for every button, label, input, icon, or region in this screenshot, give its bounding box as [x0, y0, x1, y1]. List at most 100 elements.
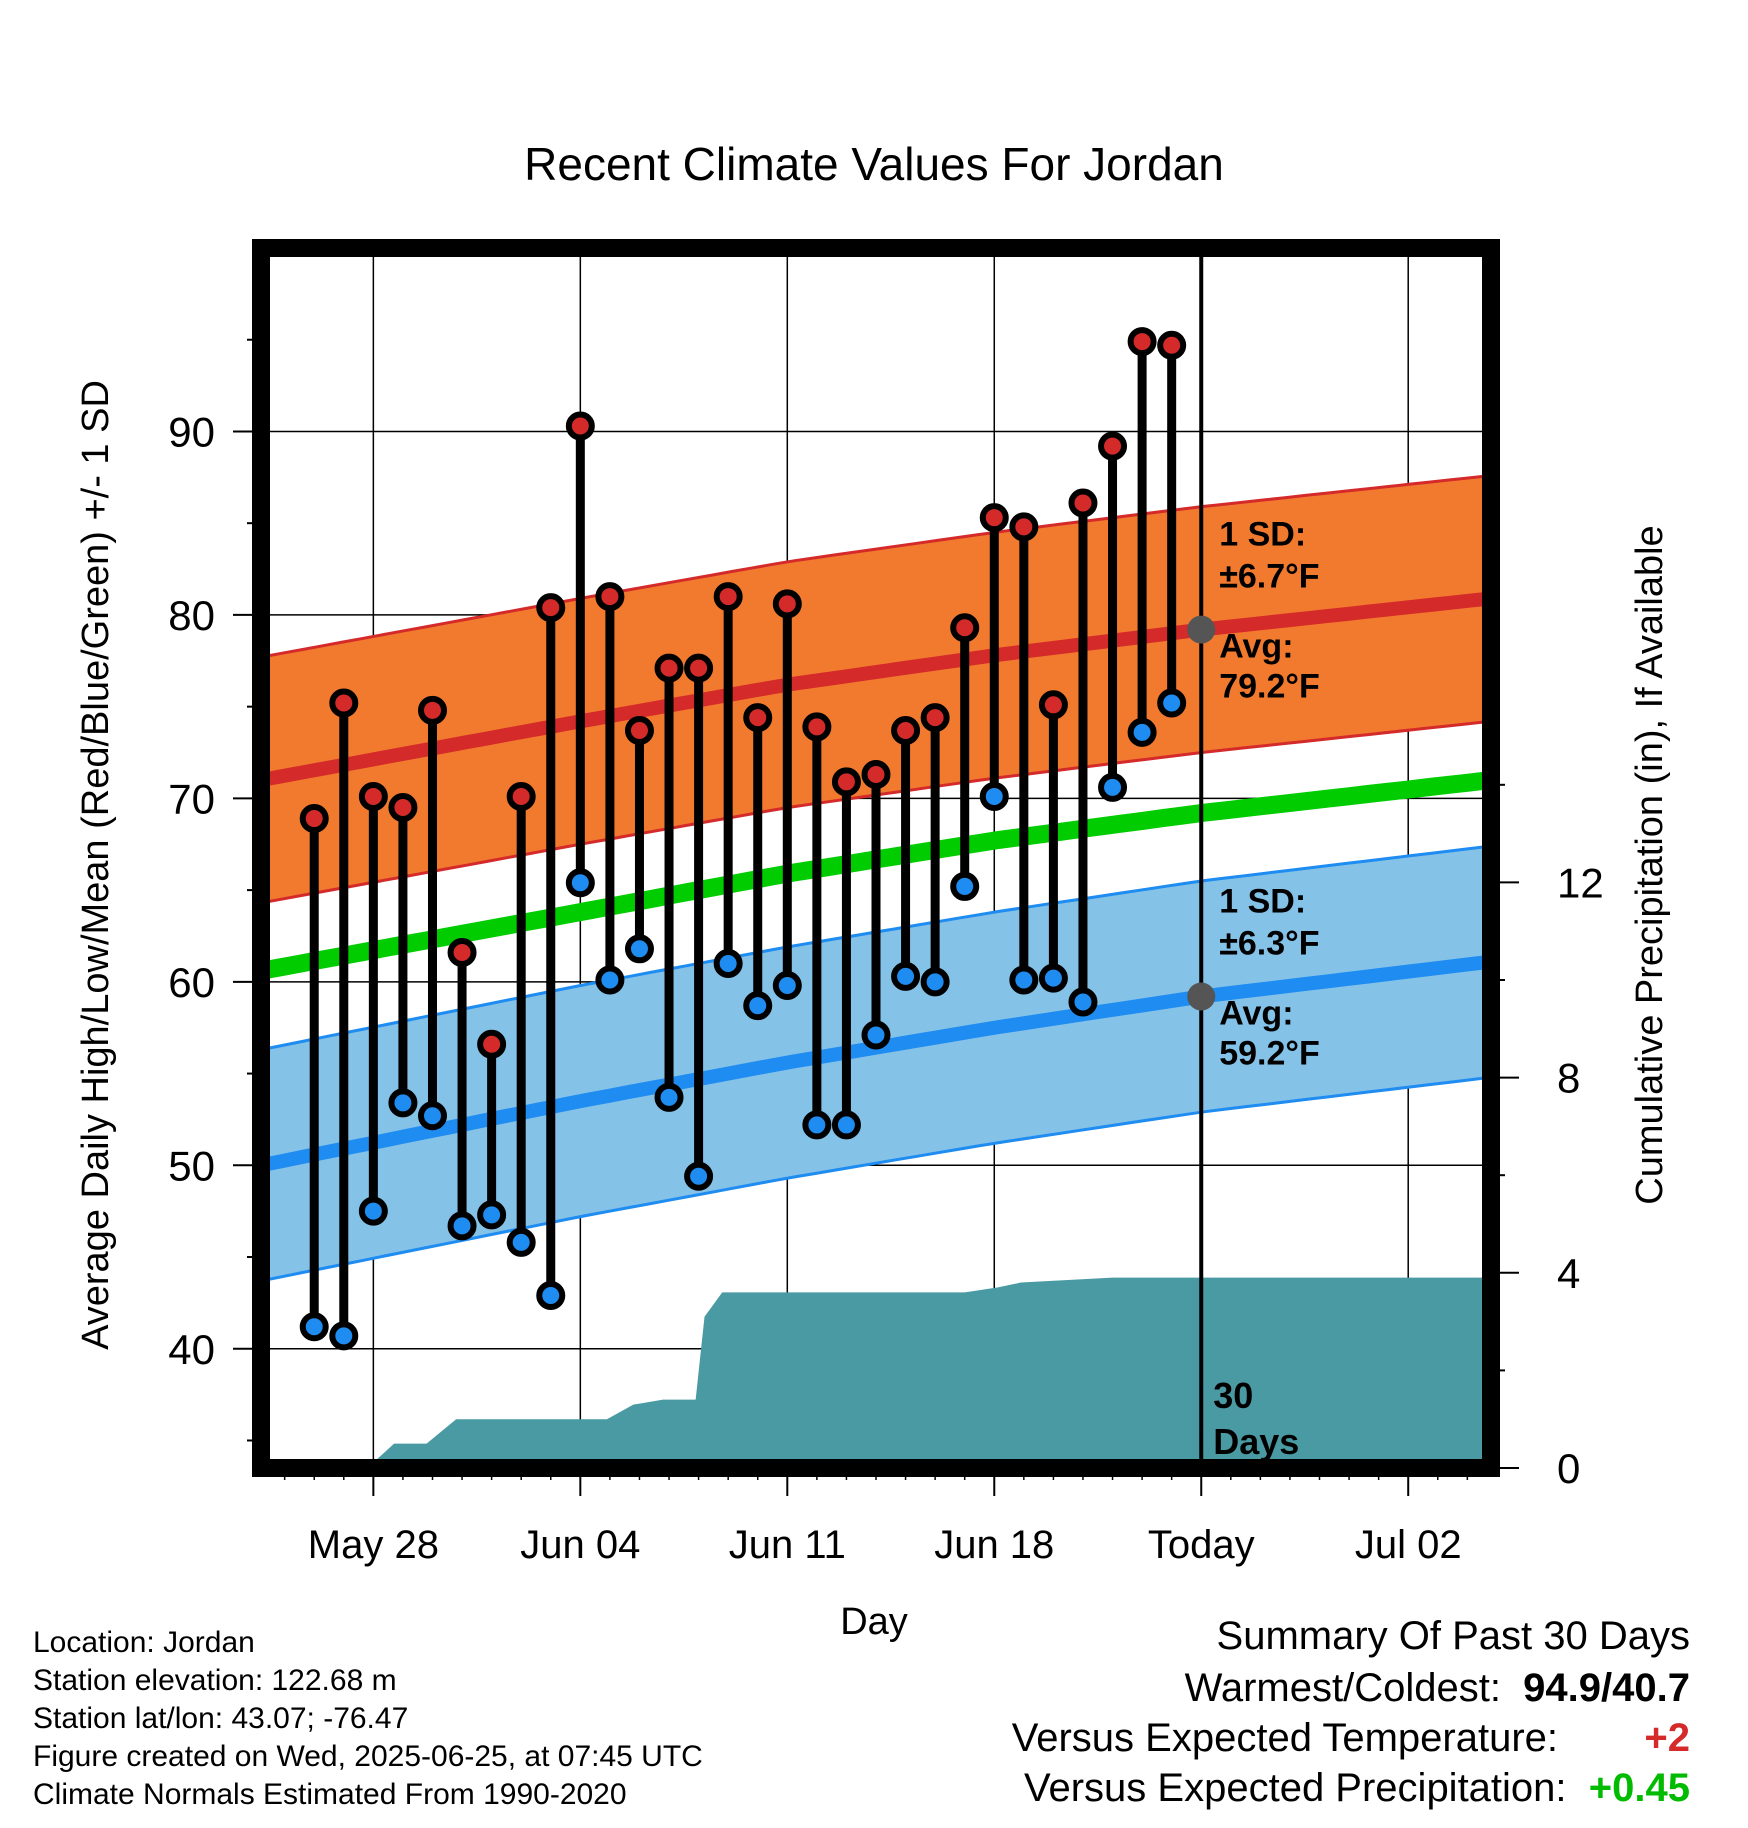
daily-high-point [979, 503, 1009, 533]
daily-high-point [595, 582, 625, 612]
x-axis-label: Day [840, 1601, 908, 1643]
x-tick-label: Jun 11 [729, 1523, 846, 1567]
info-normals: Climate Normals Estimated From 1990-2020 [33, 1778, 627, 1811]
daily-low-point [1038, 963, 1068, 993]
daily-low-point [891, 961, 921, 991]
daily-low-point [743, 991, 773, 1021]
y-tick-label: 50 [168, 1142, 215, 1189]
daily-high-point [861, 760, 891, 790]
y-tick-label: 70 [168, 775, 215, 822]
daily-high-point [713, 582, 743, 612]
daily-high-point [417, 695, 447, 725]
warmest-coldest-label: Warmest/Coldest: [1184, 1666, 1501, 1710]
daily-low-point [654, 1082, 684, 1112]
y-tick-label: 80 [168, 592, 215, 639]
daily-low-point [506, 1227, 536, 1257]
low-avg-value: 59.2°F [1219, 1035, 1320, 1073]
daily-high-point [565, 411, 595, 441]
warmest-coldest-value: 94.9/40.7 [1523, 1666, 1690, 1710]
high-avg-value: 79.2°F [1219, 668, 1320, 706]
info-location: Location: Jordan [33, 1626, 255, 1659]
plot-frame [252, 239, 1500, 1477]
low-sd-band [261, 846, 1491, 1281]
daily-high-point [506, 782, 536, 812]
summary-precip: Versus Expected Precipitation: +0.45 [1024, 1766, 1690, 1811]
summary-warmest-coldest: Warmest/Coldest: 94.9/40.7 [1185, 1666, 1690, 1711]
high-band-upper-edge [261, 474, 1491, 659]
daily-low-point [802, 1110, 832, 1140]
daily-high-point [477, 1029, 507, 1059]
high-sd-band [261, 475, 1491, 903]
info-latlon: Station lat/lon: 43.07; -76.47 [33, 1702, 409, 1735]
high-sd-label: 1 SD: [1219, 516, 1306, 554]
info-elevation: Station elevation: 122.68 m [33, 1664, 397, 1697]
daily-high-point [831, 767, 861, 797]
daily-high-point [536, 593, 566, 623]
period-number: 30 [1213, 1375, 1253, 1416]
y-tick-label: 40 [168, 1326, 215, 1373]
x-tick-label: Jul 02 [1355, 1523, 1462, 1567]
daily-high-point [1009, 512, 1039, 542]
today-avg-low-marker [1187, 982, 1216, 1011]
daily-low-point [920, 967, 950, 997]
daily-high-point [950, 613, 980, 643]
y-tick-label: 60 [168, 959, 215, 1006]
x-tick-label: Today [1148, 1523, 1255, 1567]
daily-low-point [299, 1312, 329, 1342]
info-created: Figure created on Wed, 2025-06-25, at 07… [33, 1740, 703, 1773]
daily-low-point [950, 871, 980, 901]
y2-axis-label: Cumulative Precipitation (in), If Availa… [1629, 525, 1671, 1204]
daily-low-point [684, 1161, 714, 1191]
daily-values [299, 327, 1187, 1351]
x-tick-label: Jun 18 [934, 1523, 1054, 1567]
daily-high-point [802, 712, 832, 742]
daily-high-point [447, 937, 477, 967]
precip-value: +0.45 [1588, 1766, 1690, 1810]
temp-value: +2 [1644, 1716, 1690, 1760]
daily-low-point [1127, 717, 1157, 747]
daily-low-point [831, 1110, 861, 1140]
daily-low-point [447, 1211, 477, 1241]
daily-high-point [891, 715, 921, 745]
today-avg-high-marker [1187, 615, 1216, 644]
high-sd-value: ±6.7°F [1219, 558, 1319, 596]
precip-area [261, 1277, 1491, 1468]
daily-high-point [299, 804, 329, 834]
daily-high-point [654, 653, 684, 683]
y2-tick-label: 8 [1557, 1055, 1580, 1102]
daily-low-point [1068, 987, 1098, 1017]
chart-title: Recent Climate Values For Jordan [524, 138, 1224, 190]
daily-high-point [624, 715, 654, 745]
daily-low-point [713, 948, 743, 978]
daily-low-point [329, 1321, 359, 1351]
daily-low-point [1157, 688, 1187, 718]
low-avg-label: Avg: [1219, 995, 1293, 1033]
x-tick-label: Jun 04 [520, 1523, 640, 1567]
avg-high-line [261, 591, 1491, 787]
daily-low-point [1009, 965, 1039, 995]
summary-temp: Versus Expected Temperature: +2 [1012, 1716, 1690, 1761]
y-axis-label: Average Daily High/Low/Mean (Red/Blue/Gr… [75, 380, 117, 1350]
low-sd-label: 1 SD: [1219, 883, 1306, 921]
daily-high-point [1157, 330, 1187, 360]
y2-tick-label: 4 [1557, 1250, 1580, 1297]
daily-high-point [1098, 431, 1128, 461]
plot-area [261, 248, 1491, 1468]
daily-high-point [743, 703, 773, 733]
period-unit: Days [1213, 1421, 1299, 1462]
daily-high-point [1127, 327, 1157, 357]
daily-low-point [565, 868, 595, 898]
daily-low-point [595, 965, 625, 995]
y2-tick-label: 0 [1557, 1445, 1580, 1492]
daily-high-point [1068, 488, 1098, 518]
today-line-layer [1187, 248, 1216, 1468]
y-tick-label: 90 [168, 408, 215, 455]
daily-low-point [417, 1101, 447, 1131]
precip-label: Versus Expected Precipitation: [1024, 1766, 1567, 1810]
summary-title: Summary Of Past 30 Days [1216, 1614, 1690, 1658]
daily-high-point [1038, 690, 1068, 720]
temp-label: Versus Expected Temperature: [1011, 1716, 1558, 1760]
daily-low-point [388, 1088, 418, 1118]
daily-high-point [388, 793, 418, 823]
